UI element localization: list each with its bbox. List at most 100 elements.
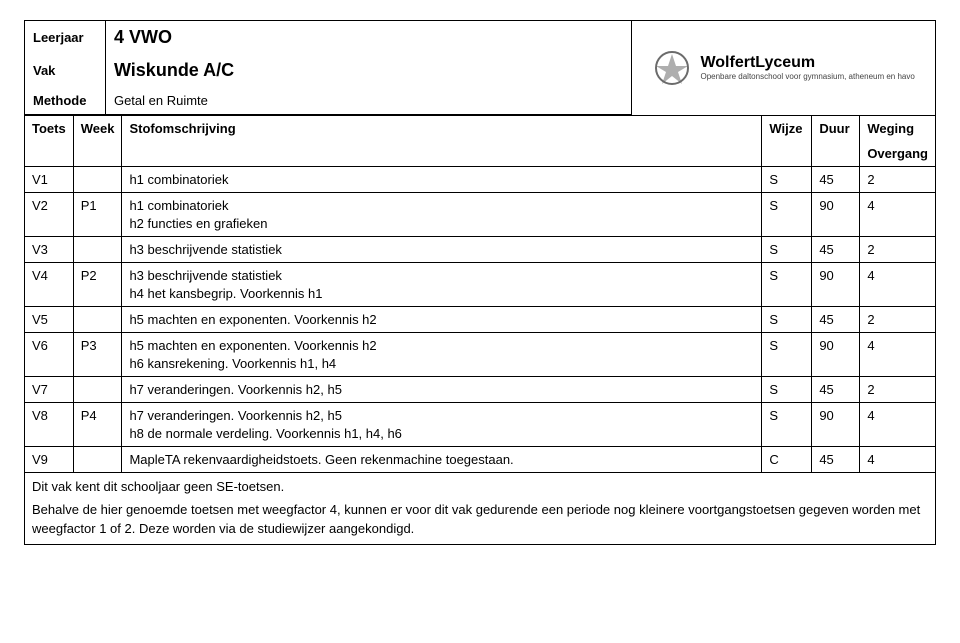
table-row: V8P4h7 veranderingen. Voorkennis h2, h5h… bbox=[25, 403, 936, 447]
logo-name-part2: Lyceum bbox=[755, 54, 815, 71]
cell-stof: h1 combinatoriek bbox=[122, 167, 762, 193]
methode-value: Getal en Ruimte bbox=[105, 87, 631, 115]
table-row: V4P2 h3 beschrijvende statistiek h4 het ka… bbox=[25, 263, 936, 307]
cell-duur: 45 bbox=[812, 447, 860, 473]
table-row: V9 MapleTA rekenvaardigheidstoets. Geen r… bbox=[25, 447, 936, 473]
stof-line: h3 beschrijvende statistiek bbox=[129, 242, 754, 257]
leerjaar-value: 4 VWO bbox=[105, 21, 631, 55]
cell-toets: V9 bbox=[25, 447, 74, 473]
vak-value: Wiskunde A/C bbox=[105, 54, 631, 87]
cell-stof: h3 beschrijvende statistiek h4 het kansbe… bbox=[122, 263, 762, 307]
cell-stof: h5 machten en exponenten. Voorkennis h2 h… bbox=[122, 333, 762, 377]
cell-duur: 45 bbox=[812, 237, 860, 263]
cell-duur: 45 bbox=[812, 167, 860, 193]
stof-line: MapleTA rekenvaardigheidstoets. Geen rek… bbox=[129, 452, 754, 467]
stof-line: h8 de normale verdeling. Voorkennis h1, … bbox=[129, 426, 754, 441]
main-table: Toets Week Stofomschrijving Wijze Duur W… bbox=[24, 115, 936, 545]
stof-line: h3 beschrijvende statistiek bbox=[129, 268, 754, 283]
cell-stof: h5 machten en exponenten. Voorkennis h2 bbox=[122, 307, 762, 333]
cell-stof: h7 veranderingen. Voorkennis h2, h5 bbox=[122, 377, 762, 403]
logo-subtitle: Openbare daltonschool voor gymnasium, at… bbox=[700, 72, 914, 81]
footer-cell: Dit vak kent dit schooljaar geen SE-toet… bbox=[25, 473, 936, 545]
cell-toets: V4 bbox=[25, 263, 74, 307]
school-emblem-icon bbox=[652, 48, 692, 88]
col-duur: Duur bbox=[812, 116, 860, 142]
stof-line: h7 veranderingen. Voorkennis h2, h5 bbox=[129, 382, 754, 397]
cell-wijze: S bbox=[762, 237, 812, 263]
cell-toets: V1 bbox=[25, 167, 74, 193]
cell-week: P2 bbox=[73, 263, 122, 307]
table-row: V6P3h5 machten en exponenten. Voorkennis… bbox=[25, 333, 936, 377]
stof-line: h5 machten en exponenten. Voorkennis h2 bbox=[129, 338, 754, 353]
cell-toets: V6 bbox=[25, 333, 74, 377]
stof-line: h7 veranderingen. Voorkennis h2, h5 bbox=[129, 408, 754, 423]
cell-wijze: S bbox=[762, 307, 812, 333]
cell-duur: 45 bbox=[812, 307, 860, 333]
cell-weging: 2 bbox=[860, 167, 936, 193]
cell-wijze: S bbox=[762, 403, 812, 447]
cell-toets: V2 bbox=[25, 193, 74, 237]
cell-week bbox=[73, 447, 122, 473]
header-table: Leerjaar 4 VWO WolfertLyceum Openbare da… bbox=[24, 20, 936, 115]
cell-wijze: S bbox=[762, 333, 812, 377]
cell-wijze: S bbox=[762, 377, 812, 403]
cell-week: P3 bbox=[73, 333, 122, 377]
stof-line: h6 kansrekening. Voorkennis h1, h4 bbox=[129, 356, 754, 371]
cell-duur: 90 bbox=[812, 193, 860, 237]
cell-toets: V7 bbox=[25, 377, 74, 403]
cell-duur: 90 bbox=[812, 403, 860, 447]
overgang-row: Overgang bbox=[25, 141, 936, 167]
cell-week bbox=[73, 377, 122, 403]
logo-name-part1: Wolfert bbox=[700, 54, 755, 71]
cell-week: P4 bbox=[73, 403, 122, 447]
vak-label: Vak bbox=[25, 54, 106, 87]
cell-weging: 2 bbox=[860, 377, 936, 403]
methode-label: Methode bbox=[25, 87, 106, 115]
stof-line: h1 combinatoriek bbox=[129, 198, 754, 213]
cell-weging: 4 bbox=[860, 193, 936, 237]
stof-line: h2 functies en grafieken bbox=[129, 216, 754, 231]
col-week: Week bbox=[73, 116, 122, 142]
cell-wijze: S bbox=[762, 193, 812, 237]
stof-line: h4 het kansbegrip. Voorkennis h1 bbox=[129, 286, 754, 301]
col-toets: Toets bbox=[25, 116, 74, 142]
col-wijze: Wijze bbox=[762, 116, 812, 142]
cell-stof: h3 beschrijvende statistiek bbox=[122, 237, 762, 263]
cell-stof: h7 veranderingen. Voorkennis h2, h5 h8 de… bbox=[122, 403, 762, 447]
cell-weging: 4 bbox=[860, 263, 936, 307]
cell-week bbox=[73, 307, 122, 333]
footer-line1: Dit vak kent dit schooljaar geen SE-toet… bbox=[32, 478, 928, 497]
cell-toets: V5 bbox=[25, 307, 74, 333]
cell-wijze: S bbox=[762, 167, 812, 193]
logo-text: WolfertLyceum Openbare daltonschool voor… bbox=[700, 54, 914, 81]
cell-week bbox=[73, 167, 122, 193]
logo-name: WolfertLyceum bbox=[700, 54, 914, 72]
table-row: V5 h5 machten en exponenten. Voorkennis h… bbox=[25, 307, 936, 333]
cell-weging: 2 bbox=[860, 307, 936, 333]
cell-duur: 90 bbox=[812, 263, 860, 307]
cell-wijze: S bbox=[762, 263, 812, 307]
column-header-row: Toets Week Stofomschrijving Wijze Duur W… bbox=[25, 116, 936, 142]
cell-toets: V3 bbox=[25, 237, 74, 263]
leerjaar-label: Leerjaar bbox=[25, 21, 106, 55]
stof-line: h5 machten en exponenten. Voorkennis h2 bbox=[129, 312, 754, 327]
stof-line: h1 combinatoriek bbox=[129, 172, 754, 187]
table-row: V1 h1 combinatoriek S452 bbox=[25, 167, 936, 193]
cell-week bbox=[73, 237, 122, 263]
col-stof: Stofomschrijving bbox=[122, 116, 762, 142]
footer-line2: Behalve de hier genoemde toetsen met wee… bbox=[32, 501, 928, 539]
cell-weging: 4 bbox=[860, 403, 936, 447]
table-row: V3 h3 beschrijvende statistiek S452 bbox=[25, 237, 936, 263]
footer-row: Dit vak kent dit schooljaar geen SE-toet… bbox=[25, 473, 936, 545]
table-row: V2P1 h1 combinatoriek h2 functies en grafi… bbox=[25, 193, 936, 237]
cell-duur: 90 bbox=[812, 333, 860, 377]
overgang-label: Overgang bbox=[860, 141, 936, 167]
col-weging: Weging bbox=[860, 116, 936, 142]
cell-week: P1 bbox=[73, 193, 122, 237]
cell-stof: h1 combinatoriek h2 functies en grafieken bbox=[122, 193, 762, 237]
cell-wijze: C bbox=[762, 447, 812, 473]
cell-stof: MapleTA rekenvaardigheidstoets. Geen rek… bbox=[122, 447, 762, 473]
cell-duur: 45 bbox=[812, 377, 860, 403]
cell-weging: 2 bbox=[860, 237, 936, 263]
cell-toets: V8 bbox=[25, 403, 74, 447]
